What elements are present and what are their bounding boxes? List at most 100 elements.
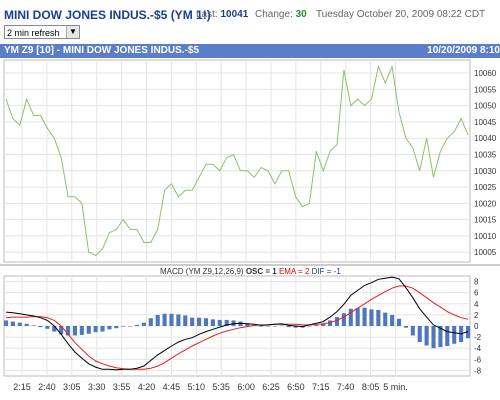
osc-bar	[52, 326, 57, 332]
x-tick-label: 7:15	[312, 382, 330, 392]
macd-y-tick-label: -8	[474, 366, 482, 375]
osc-bar	[238, 321, 243, 326]
x-tick-label: 6:00	[237, 382, 255, 392]
osc-bar	[24, 323, 29, 326]
price-y-tick-label: 10005	[474, 248, 497, 257]
x-tick-label: 3:30	[88, 382, 106, 392]
osc-bar	[293, 326, 298, 328]
macd-legend: MACD (YM Z9,12,26,9) OSC = 1 EMA = 2 DIF…	[160, 267, 341, 276]
price-y-tick-label: 10015	[474, 216, 497, 225]
osc-bar	[383, 312, 388, 326]
osc-bar	[328, 320, 333, 326]
chart-title-bar: YM Z9 [10] - MINI DOW JONES INDUS.-$5 10…	[0, 44, 500, 58]
osc-bar	[348, 308, 353, 326]
osc-bar	[314, 324, 319, 326]
osc-bar	[355, 308, 360, 326]
osc-bar	[265, 326, 271, 327]
osc-bar	[417, 326, 422, 343]
price-y-tick-label: 10035	[474, 150, 497, 159]
osc-bar	[128, 326, 133, 327]
x-tick-label: 6:50	[287, 382, 305, 392]
osc-bar	[79, 326, 84, 335]
x-tick-label: 4:45	[163, 382, 181, 392]
x-tick-label: 3:55	[113, 382, 131, 392]
osc-bar	[72, 326, 78, 336]
chart-symbol: YM Z9 [10] - MINI DOW JONES INDUS.-$5	[4, 45, 200, 56]
osc-bar	[396, 318, 402, 326]
price-y-tick-label: 10010	[474, 232, 497, 241]
macd-y-tick-label: -4	[474, 344, 482, 353]
price-y-tick-label: 10020	[474, 199, 497, 208]
osc-bar	[272, 326, 277, 327]
price-y-tick-label: 10040	[474, 134, 497, 143]
osc-bar	[31, 325, 36, 326]
macd-y-tick-label: 6	[474, 289, 479, 298]
osc-bar	[66, 326, 71, 336]
last-price: Last: 10041	[196, 9, 249, 20]
x-tick-label: 8:05	[362, 382, 380, 392]
x-tick-label: 4:20	[138, 382, 156, 392]
osc-bar	[176, 314, 181, 326]
x-tick-label: 7:40	[337, 382, 355, 392]
osc-bar	[279, 325, 284, 326]
osc-bar	[431, 326, 436, 349]
price-change: Change: 30	[255, 9, 307, 20]
osc-bar	[197, 317, 202, 326]
osc-bar	[190, 317, 195, 326]
osc-bar	[148, 318, 153, 326]
osc-bar	[210, 319, 215, 326]
price-y-tick-label: 10025	[474, 183, 497, 192]
macd-y-tick-label: 8	[474, 278, 479, 287]
price-y-tick-label: 10055	[474, 85, 497, 94]
osc-bar	[307, 326, 312, 327]
osc-bar	[17, 322, 22, 326]
osc-bar	[10, 321, 15, 326]
osc-bar	[169, 313, 174, 326]
osc-bar	[100, 326, 105, 332]
osc-bar	[334, 317, 340, 326]
osc-bar	[224, 319, 229, 326]
macd-series-line	[5, 276, 469, 371]
osc-bar	[231, 320, 236, 326]
osc-bar	[245, 323, 250, 326]
chevron-down-icon[interactable]: ▼	[66, 26, 79, 38]
quote-datetime: Tuesday October 20, 2009 08:22 CDT	[316, 9, 486, 20]
x-tick-label: 5 min.	[383, 382, 408, 392]
osc-bar	[183, 315, 188, 326]
price-y-tick-label: 10060	[474, 69, 497, 78]
osc-bar	[452, 326, 457, 344]
osc-bar	[376, 309, 381, 326]
osc-bar	[410, 326, 415, 336]
x-tick-label: 2:40	[38, 382, 56, 392]
x-tick-label: 6:25	[262, 382, 280, 392]
price-y-tick-label: 10050	[474, 102, 497, 111]
price-y-tick-label: 10030	[474, 167, 497, 176]
macd-y-tick-label: -6	[474, 355, 482, 364]
osc-bar	[38, 326, 43, 328]
osc-bar	[141, 322, 146, 326]
osc-bar	[217, 319, 222, 326]
instrument-title: MINI DOW JONES INDUS.-$5 (YM 1!)	[4, 8, 211, 22]
x-tick-label: 5:10	[188, 382, 206, 392]
osc-bar	[286, 326, 291, 328]
x-tick-label: 5:35	[212, 382, 230, 392]
x-tick-label: 3:05	[63, 382, 81, 392]
osc-bar	[445, 326, 450, 346]
osc-bar	[369, 309, 374, 326]
x-tick-label: 2:15	[13, 382, 31, 392]
osc-bar	[45, 326, 50, 329]
macd-y-tick-label: 2	[474, 311, 479, 320]
osc-bar	[341, 313, 346, 326]
osc-bar	[134, 324, 140, 326]
osc-bar	[321, 323, 326, 326]
osc-bar	[86, 326, 91, 334]
osc-bar	[114, 326, 119, 329]
refresh-select[interactable]: 2 min refresh ▼	[4, 25, 80, 39]
osc-bar	[203, 318, 209, 326]
macd-y-tick-label: 0	[474, 322, 479, 331]
osc-bar	[93, 326, 98, 333]
price-panel-frame	[3, 59, 471, 263]
osc-bar	[121, 326, 126, 327]
osc-bar	[162, 313, 167, 326]
